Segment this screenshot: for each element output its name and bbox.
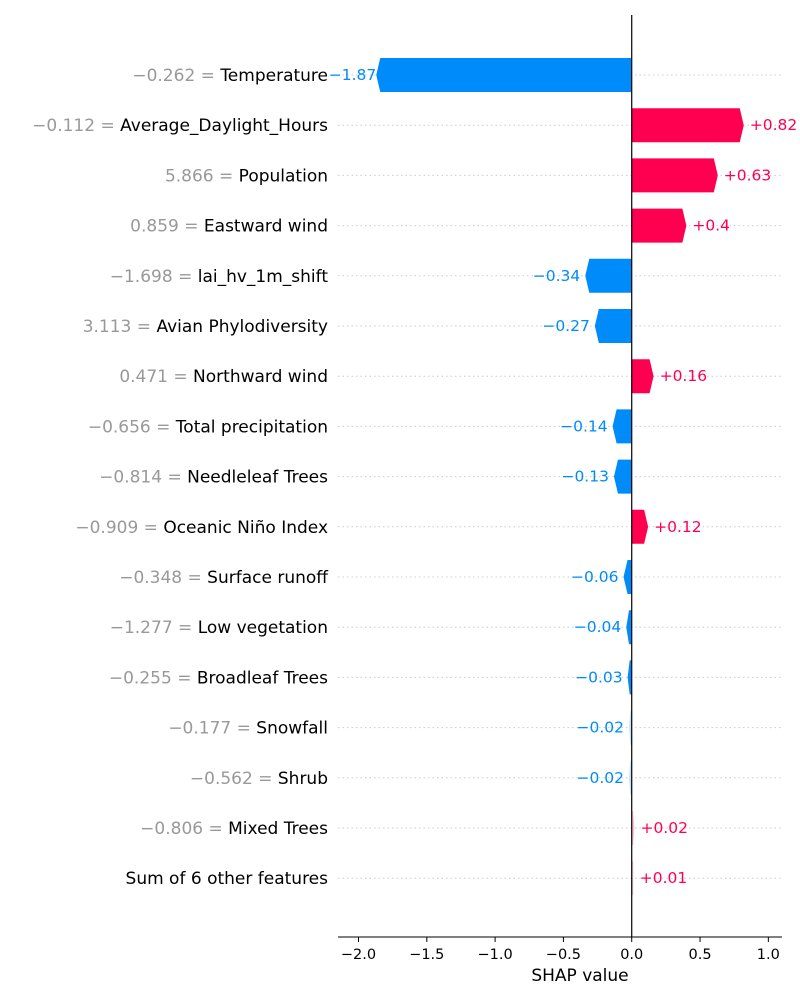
feature-name: Population — [239, 166, 328, 186]
data-label: +0.4 — [692, 217, 730, 235]
feature-value: −0.656 = — [88, 417, 176, 437]
feature-label: Sum of 6 other features — [126, 869, 329, 889]
data-label: −0.03 — [575, 668, 623, 686]
x-tick-label: −1.5 — [409, 947, 444, 963]
x-axis-label: SHAP value — [531, 966, 628, 986]
feature-label: −0.656 = Total precipitation — [88, 417, 328, 437]
data-label: +0.16 — [660, 367, 708, 385]
bar — [376, 58, 632, 92]
bar — [594, 309, 632, 343]
x-tick-label: 1.0 — [757, 947, 780, 963]
data-label: +0.63 — [724, 166, 772, 184]
data-label: −0.27 — [542, 317, 590, 335]
feature-value: −1.698 = — [110, 267, 198, 287]
feature-value: −0.562 = — [190, 769, 278, 789]
bar — [631, 359, 654, 394]
data-label: +0.82 — [750, 116, 798, 134]
feature-label: 0.471 = Northward wind — [119, 367, 328, 387]
feature-value: −0.262 = — [132, 66, 220, 86]
bar — [627, 660, 632, 695]
feature-name: Avian Phylodiversity — [156, 317, 328, 337]
feature-label: 0.859 = Eastward wind — [130, 217, 328, 237]
feature-label: −0.806 = Mixed Trees — [140, 819, 328, 839]
data-label: −0.06 — [571, 568, 619, 586]
data-label: +0.01 — [640, 869, 688, 887]
bar — [631, 158, 718, 193]
bar — [626, 610, 632, 645]
x-tick-label: 0.0 — [620, 947, 643, 963]
data-label: −1.87 — [329, 66, 377, 84]
feature-name: Temperature — [219, 66, 328, 86]
feature-value: −0.255 = — [109, 668, 197, 688]
feature-labels: −0.262 = Temperature −0.112 = Average_Day… — [32, 66, 329, 889]
feature-name: Sum of 6 other features — [126, 869, 329, 889]
feature-value: 0.859 = — [130, 217, 204, 237]
feature-label: −0.909 = Oceanic Niño Index — [75, 518, 328, 538]
feature-name: Mixed Trees — [228, 819, 328, 839]
bars — [376, 58, 744, 896]
feature-name: Snowfall — [256, 719, 328, 739]
data-label: −0.02 — [576, 719, 624, 737]
bar — [631, 509, 649, 544]
feature-value: −0.177 = — [168, 719, 256, 739]
x-tick-label: −2.0 — [341, 947, 376, 963]
feature-name: Average_Daylight_Hours — [120, 116, 328, 136]
data-label: −0.14 — [560, 417, 608, 435]
feature-label: −0.112 = Average_Daylight_Hours — [32, 116, 328, 136]
bar — [631, 108, 744, 143]
feature-name: Total precipitation — [175, 417, 328, 437]
feature-value: −0.806 = — [140, 819, 228, 839]
feature-name: Surface runoff — [207, 568, 329, 588]
feature-name: Eastward wind — [204, 217, 328, 237]
grid-lines — [338, 74, 782, 879]
data-label: +0.12 — [654, 518, 702, 536]
bar — [631, 811, 635, 845]
feature-name: Shrub — [278, 769, 328, 789]
feature-label: −0.814 = Needleleaf Trees — [99, 468, 328, 488]
feature-label: −0.262 = Temperature — [132, 66, 328, 86]
feature-name: Low vegetation — [198, 618, 328, 638]
bar — [613, 459, 632, 494]
feature-label: 3.113 = Avian Phylodiversity — [83, 317, 328, 337]
feature-label: −1.277 = Low vegetation — [110, 618, 328, 638]
data-label: −0.04 — [574, 618, 622, 636]
x-axis: −2.0 −1.5 −1.0 −0.5 0.0 0.5 1.0 — [338, 936, 782, 963]
feature-value: 5.866 = — [165, 166, 239, 186]
bar — [628, 710, 632, 745]
data-label: −0.34 — [533, 267, 581, 285]
feature-value: −1.277 = — [110, 618, 198, 638]
feature-label: −1.698 = lai_hv_1m_shift — [110, 267, 329, 287]
x-tick-label: −1.0 — [477, 947, 512, 963]
data-label: +0.02 — [640, 819, 688, 837]
feature-label: 5.866 = Population — [165, 166, 328, 186]
bar — [612, 409, 632, 444]
x-tick-label: −0.5 — [546, 947, 581, 963]
feature-name: Needleleaf Trees — [187, 468, 328, 488]
feature-value: 3.113 = — [83, 317, 157, 337]
feature-value: −0.348 = — [119, 568, 207, 588]
bar — [623, 560, 632, 594]
bar — [631, 208, 687, 243]
feature-value: 0.471 = — [119, 367, 193, 387]
feature-name: Northward wind — [193, 367, 328, 387]
feature-label: −0.348 = Surface runoff — [119, 568, 329, 588]
data-labels: −1.87 +0.82 +0.63 +0.4 −0.34 −0.27 +0.16 −0.14 −… — [329, 66, 797, 887]
feature-label: −0.255 = Broadleaf Trees — [109, 668, 328, 688]
data-label: −0.02 — [576, 769, 624, 787]
bar — [628, 760, 632, 795]
data-label: −0.13 — [561, 468, 609, 486]
feature-value: −0.909 = — [75, 518, 163, 538]
feature-label: −0.177 = Snowfall — [168, 719, 328, 739]
feature-name: lai_hv_1m_shift — [198, 267, 329, 287]
feature-value: −0.814 = — [99, 468, 187, 488]
feature-label: −0.562 = Shrub — [190, 769, 328, 789]
feature-value: −0.112 = — [32, 116, 120, 136]
bar — [585, 258, 632, 293]
feature-name: Oceanic Niño Index — [163, 518, 328, 538]
feature-name: Broadleaf Trees — [197, 668, 328, 688]
x-tick-label: 0.5 — [688, 947, 711, 963]
